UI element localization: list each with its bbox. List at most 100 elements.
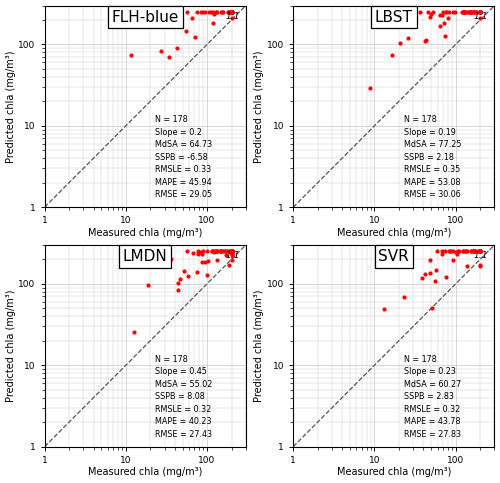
Point bbox=[476, 248, 484, 256]
Point bbox=[476, 248, 484, 256]
Point bbox=[476, 248, 484, 256]
Point bbox=[476, 8, 484, 16]
Point bbox=[174, 21, 182, 28]
Point bbox=[227, 8, 235, 16]
Point bbox=[476, 8, 484, 16]
X-axis label: Measured chla (mg/m³): Measured chla (mg/m³) bbox=[336, 228, 451, 238]
Point bbox=[228, 8, 235, 16]
Point bbox=[433, 248, 441, 256]
Point bbox=[228, 8, 235, 16]
Point bbox=[228, 8, 235, 16]
Point bbox=[476, 248, 484, 256]
Point bbox=[476, 248, 484, 256]
Point bbox=[458, 8, 466, 16]
Point bbox=[228, 8, 235, 16]
Point bbox=[228, 248, 235, 256]
Point bbox=[476, 8, 484, 16]
Point bbox=[476, 248, 484, 256]
Point bbox=[228, 248, 235, 256]
Point bbox=[228, 8, 235, 16]
Point bbox=[228, 248, 235, 256]
Point bbox=[228, 8, 235, 16]
Point bbox=[228, 248, 235, 256]
Point bbox=[228, 248, 235, 256]
Point bbox=[476, 248, 484, 256]
Point bbox=[476, 8, 484, 16]
Point bbox=[476, 248, 484, 256]
Point bbox=[228, 248, 235, 256]
Point bbox=[228, 248, 235, 256]
Point bbox=[476, 248, 484, 256]
Point bbox=[476, 8, 484, 16]
Point bbox=[228, 8, 235, 16]
Point bbox=[476, 8, 484, 16]
Point bbox=[228, 248, 235, 256]
Point bbox=[470, 8, 478, 16]
Point bbox=[228, 248, 235, 256]
Point bbox=[476, 248, 484, 256]
Point bbox=[228, 8, 235, 16]
Point bbox=[476, 8, 484, 16]
Point bbox=[476, 8, 484, 16]
Point bbox=[228, 8, 235, 16]
Point bbox=[228, 8, 235, 16]
Point bbox=[228, 8, 235, 16]
Point bbox=[228, 8, 235, 16]
Point bbox=[476, 248, 484, 256]
Point bbox=[228, 8, 235, 16]
Point bbox=[476, 8, 484, 16]
Point bbox=[130, 328, 138, 336]
Point bbox=[228, 8, 235, 16]
Point bbox=[462, 8, 469, 16]
Point bbox=[177, 8, 185, 16]
Point bbox=[476, 8, 484, 16]
Point bbox=[476, 248, 484, 256]
Point bbox=[476, 8, 484, 16]
Point bbox=[476, 8, 484, 16]
Point bbox=[476, 8, 484, 16]
Point bbox=[228, 248, 235, 256]
Point bbox=[400, 294, 407, 301]
Point bbox=[476, 248, 484, 256]
Point bbox=[228, 8, 235, 16]
Point bbox=[476, 248, 484, 256]
Point bbox=[476, 8, 484, 16]
Point bbox=[476, 8, 484, 16]
Point bbox=[228, 8, 235, 16]
Point bbox=[476, 262, 484, 270]
Point bbox=[476, 248, 484, 256]
Point bbox=[476, 248, 484, 256]
Point bbox=[476, 8, 484, 16]
Point bbox=[228, 8, 235, 16]
Point bbox=[218, 8, 226, 16]
Point bbox=[184, 272, 192, 280]
Point bbox=[476, 248, 484, 256]
Point bbox=[476, 248, 484, 256]
Point bbox=[228, 8, 235, 16]
Point bbox=[476, 8, 484, 16]
Point bbox=[476, 248, 484, 256]
Point bbox=[476, 248, 484, 256]
Point bbox=[228, 8, 235, 16]
Point bbox=[476, 248, 484, 256]
Point bbox=[428, 11, 436, 18]
Point bbox=[228, 248, 235, 256]
Point bbox=[228, 248, 235, 256]
Point bbox=[228, 8, 235, 16]
Point bbox=[441, 32, 449, 40]
Point bbox=[228, 8, 235, 16]
Point bbox=[183, 248, 191, 256]
Point bbox=[228, 8, 235, 16]
Point bbox=[228, 8, 235, 16]
Point bbox=[190, 250, 198, 257]
Point bbox=[197, 248, 205, 256]
Point bbox=[228, 256, 235, 263]
Text: LMDN: LMDN bbox=[123, 249, 168, 264]
Point bbox=[228, 248, 235, 256]
Point bbox=[228, 248, 235, 256]
Point bbox=[228, 248, 235, 256]
Point bbox=[228, 248, 235, 256]
Point bbox=[476, 248, 484, 256]
Point bbox=[466, 8, 474, 16]
Point bbox=[228, 248, 235, 256]
